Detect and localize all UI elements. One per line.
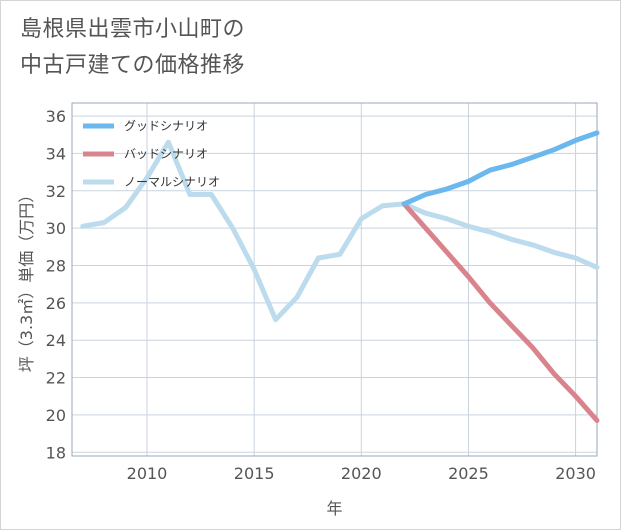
x-tick-label: 2025 — [448, 464, 489, 483]
y-tick-label: 28 — [46, 256, 66, 275]
series-lines — [80, 130, 600, 423]
y-axis-title: 坪（3.3㎡）単価（万円） — [17, 187, 36, 372]
y-tick-label: 34 — [46, 144, 66, 163]
x-tick-label: 2020 — [341, 464, 382, 483]
y-tick-label: 30 — [46, 219, 66, 238]
x-axis-title: 年 — [326, 499, 342, 518]
x-tick-label: 2015 — [234, 464, 275, 483]
chart-title-line-1: 島根県出雲市小山町の — [20, 17, 246, 42]
x-tick-label: 2010 — [127, 464, 168, 483]
grid-lines — [72, 103, 597, 456]
series-line-normal — [80, 139, 600, 323]
y-tick-label: 24 — [46, 331, 66, 350]
series-line-bad — [401, 201, 600, 423]
y-tick-label: 36 — [46, 107, 66, 126]
chart-title: 島根県出雲市小山町の 中古戸建ての価格推移 — [20, 12, 245, 84]
legend-label: バッドシナリオ — [124, 147, 208, 161]
y-tick-label: 32 — [46, 182, 66, 201]
series-line-good — [401, 130, 600, 207]
y-tick-label: 26 — [46, 294, 66, 313]
y-tick-label: 20 — [46, 406, 66, 425]
plot-border — [71, 102, 598, 457]
axes: 18 20 22 24 26 28 30 32 34 36 2010 2015 2020 2025 2030 — [46, 102, 598, 483]
y-tick-label: 22 — [46, 369, 66, 388]
legend-label: グッドシナリオ — [124, 119, 208, 133]
chart-title-line-2: 中古戸建ての価格推移 — [20, 53, 246, 78]
y-tick-label: 18 — [46, 443, 66, 462]
x-tick-label: 2030 — [555, 464, 596, 483]
legend-label: ノーマルシナリオ — [124, 175, 220, 189]
